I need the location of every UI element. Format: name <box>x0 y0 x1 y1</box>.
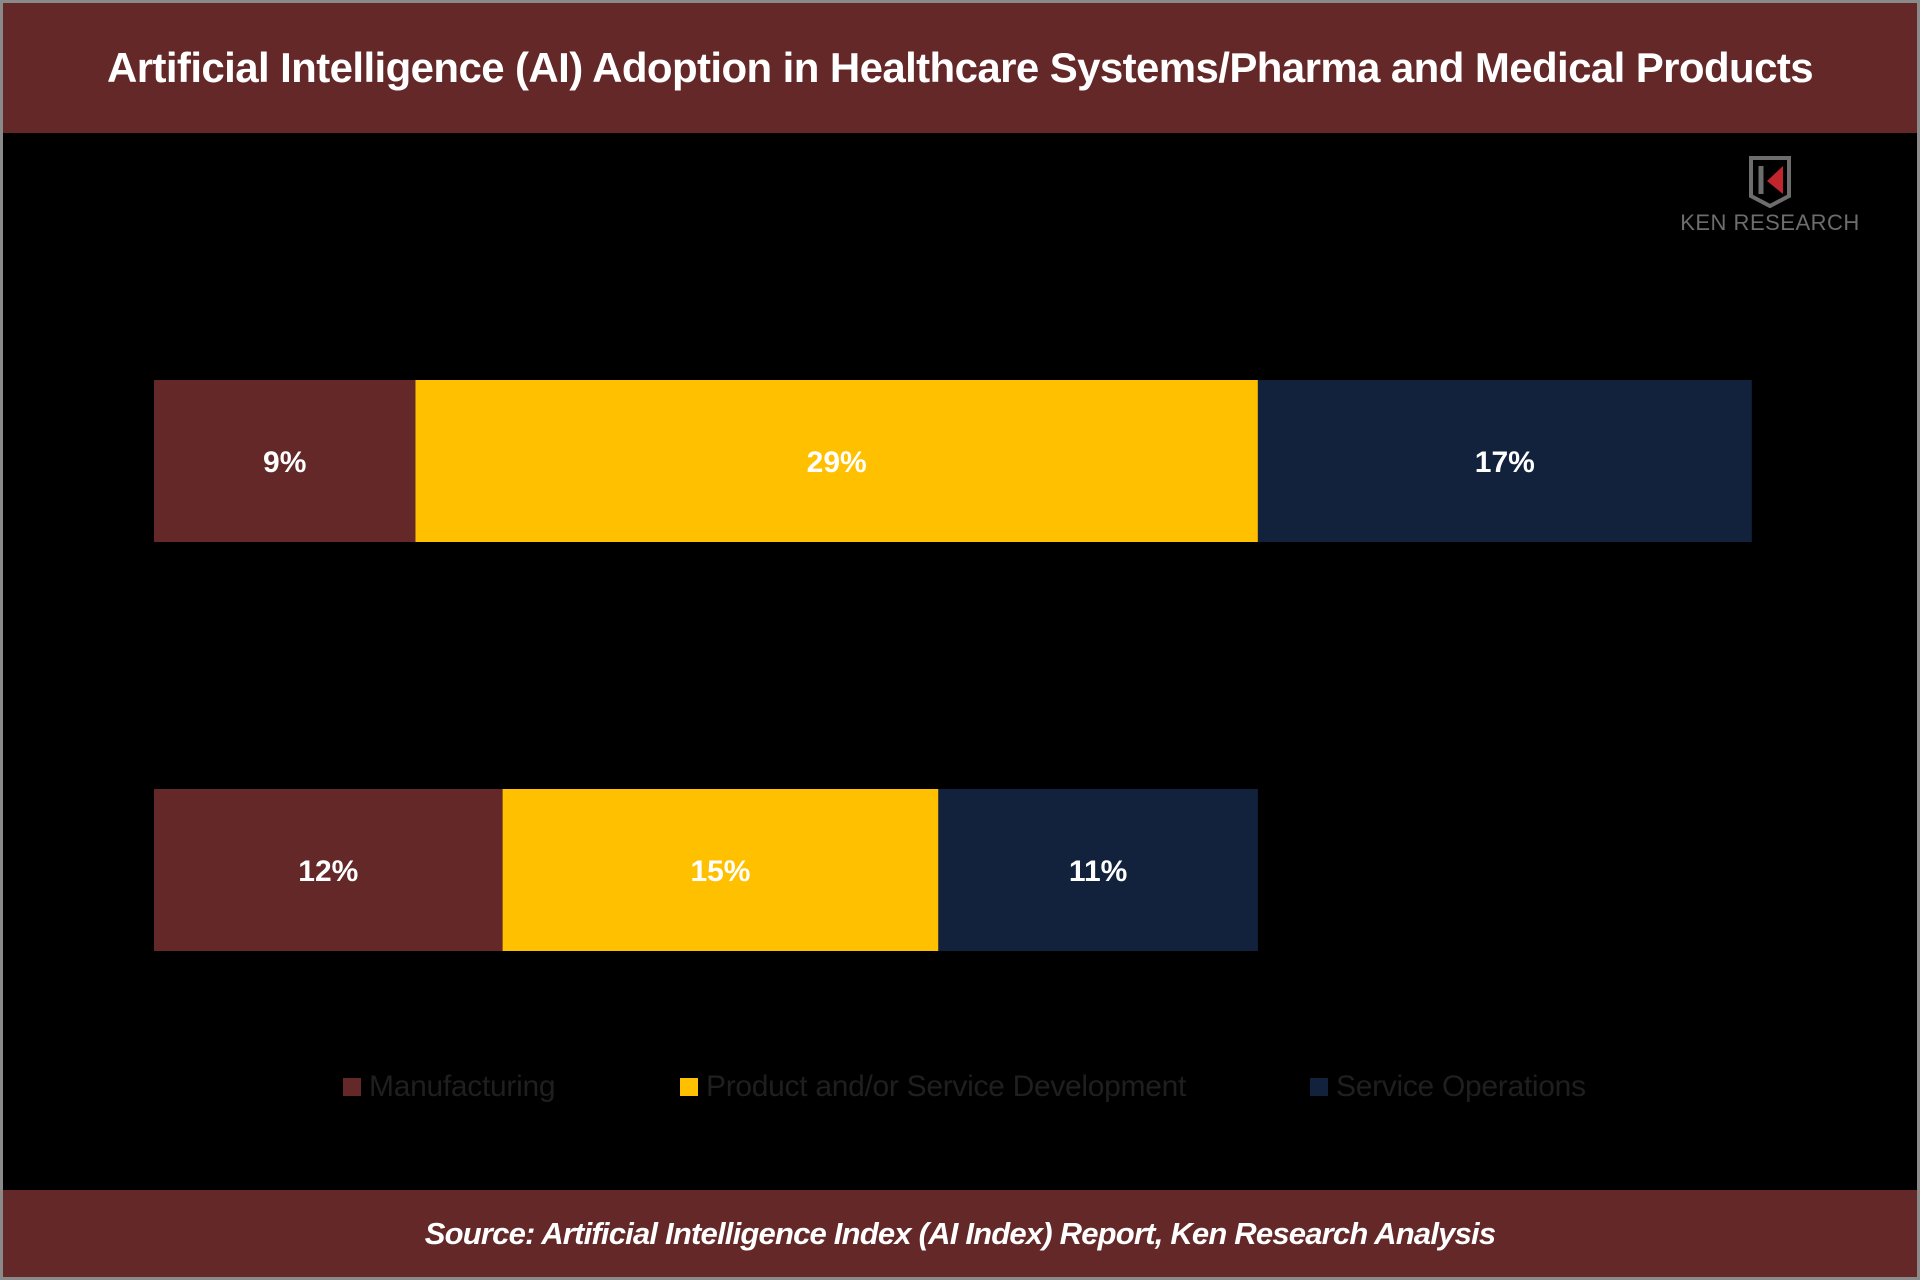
legend: Manufacturing Product and/or Service Dev… <box>0 1070 1920 1110</box>
logo-text: KEN RESEARCH <box>1680 210 1860 235</box>
data-labels-layer: 9% 29% 17% 12% 15% 11% <box>263 446 1535 888</box>
data-label-manufacturing-row-2: 12% <box>298 855 358 888</box>
legend-swatch-service-operations <box>1310 1078 1328 1096</box>
legend-label: Service Operations <box>1336 1070 1586 1103</box>
legend-swatch-product-service-development <box>680 1078 698 1096</box>
bar-segment-service-operations-row-2 <box>938 789 1258 951</box>
bar-segment-manufacturing-row-1 <box>154 380 416 542</box>
legend-item-service-operations: Service Operations <box>1310 1070 1586 1104</box>
data-label-product-service-development-row-2: 15% <box>690 855 750 888</box>
data-label-service-operations-row-1: 17% <box>1475 446 1535 479</box>
legend-label: Product and/or Service Development <box>706 1070 1187 1103</box>
bar-segment-product-service-development-row-1 <box>415 380 1258 542</box>
legend-label: Manufacturing <box>369 1070 556 1103</box>
legend-item-product-service-development: Product and/or Service Development <box>680 1070 1186 1104</box>
bars-layer <box>154 380 1752 951</box>
chart-title: Artificial Intelligence (AI) Adoption in… <box>107 44 1814 91</box>
bar-segment-service-operations-row-1 <box>1257 380 1752 542</box>
title-banner: Artificial Intelligence (AI) Adoption in… <box>3 3 1917 133</box>
ken-research-logo: KEN RESEARCH <box>1640 150 1900 240</box>
legend-swatch-manufacturing <box>343 1078 361 1096</box>
data-label-service-operations-row-2: 11% <box>1069 855 1127 888</box>
bar-segment-manufacturing-row-2 <box>154 789 503 951</box>
bar-segment-product-service-development-row-2 <box>502 789 939 951</box>
source-note: Source: Artificial Intelligence Index (A… <box>424 1215 1496 1251</box>
source-banner: Source: Artificial Intelligence Index (A… <box>3 1190 1917 1277</box>
legend-item-manufacturing: Manufacturing <box>343 1070 556 1104</box>
data-label-manufacturing-row-1: 9% <box>263 446 306 479</box>
data-label-product-service-development-row-1: 29% <box>807 446 867 479</box>
ken-research-k-icon <box>1749 156 1791 208</box>
